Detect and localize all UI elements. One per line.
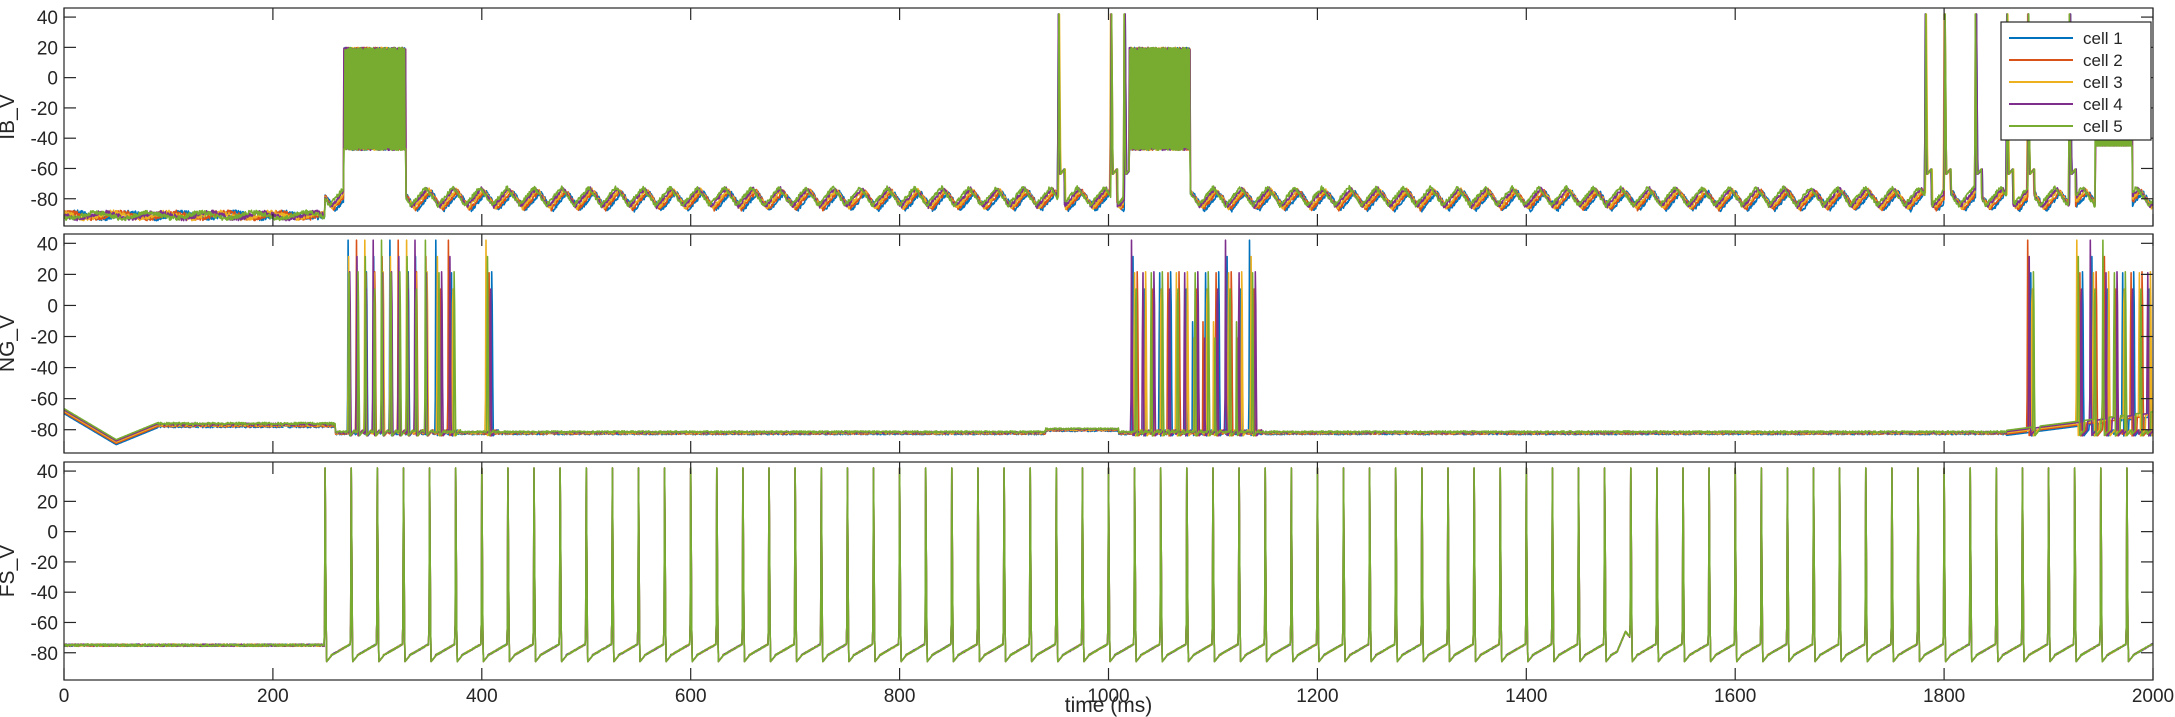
legend-label: cell 4: [2083, 95, 2123, 114]
series-line-cell-5: [64, 13, 2153, 222]
legend: cell 1 cell 2 cell 3 cell 4 cell 5: [2000, 21, 2152, 141]
y-tick-label: -80: [31, 421, 58, 442]
y-tick-label: 40: [37, 462, 58, 483]
x-tick-label: 0: [59, 686, 70, 707]
y-tick-label: -20: [31, 328, 58, 349]
series-group: [64, 239, 2153, 446]
series-line-cell-1: [64, 13, 2153, 222]
y-tick-label: 40: [37, 234, 58, 255]
x-tick-label: 2000: [2132, 686, 2174, 707]
panel-2: -80 -60 -40 -20 0 20 40 NG_V: [0, 233, 2154, 454]
y-axis-label: IB_V: [0, 94, 19, 140]
legend-label: cell 2: [2083, 51, 2123, 70]
x-tick-label: 400: [466, 686, 498, 707]
y-tick-label: 20: [37, 38, 58, 59]
x-tick-label: 800: [884, 686, 916, 707]
y-tick-label: -80: [31, 644, 58, 665]
y-tick-label: 0: [47, 523, 58, 544]
series-line-cell-5: [64, 239, 2153, 441]
y-tick-label: -40: [31, 583, 58, 604]
y-tick-label: 0: [47, 296, 58, 317]
y-tick-label: -60: [31, 613, 58, 634]
y-tick-label: -60: [31, 159, 58, 180]
legend-label: cell 3: [2083, 73, 2123, 92]
y-tick-label: 20: [37, 265, 58, 286]
panel-1: -80 -60 -40 -20 0 20 40 IB_V: [0, 7, 2154, 227]
x-tick-label: 1800: [1923, 686, 1965, 707]
x-tick-label: 200: [257, 686, 289, 707]
y-tick-label: 40: [37, 8, 58, 29]
legend-label: cell 5: [2083, 117, 2123, 136]
y-tick-label: 20: [37, 492, 58, 513]
legend-label: cell 1: [2083, 29, 2123, 48]
x-axis-label: time (ms): [1065, 694, 1153, 717]
y-tick-label: -80: [31, 190, 58, 211]
series-group: [64, 13, 2153, 222]
x-tick-label: 600: [675, 686, 707, 707]
series-line-cell-5: [64, 467, 2153, 663]
y-tick-label: -40: [31, 359, 58, 380]
y-axis-label: FS_V: [0, 545, 19, 598]
x-tick-label: 1200: [1296, 686, 1338, 707]
y-tick-label: 0: [47, 69, 58, 90]
y-tick-label: -40: [31, 129, 58, 150]
x-tick-label: 1000: [1087, 686, 1129, 707]
y-axis-label: NG_V: [0, 315, 19, 372]
x-tick-label: 1400: [1505, 686, 1547, 707]
y-tick-label: -20: [31, 553, 58, 574]
series-group: [64, 467, 2153, 663]
x-tick-label: 1600: [1714, 686, 1756, 707]
y-tick-label: -20: [31, 99, 58, 120]
plot-area: [64, 234, 2153, 453]
y-tick-label: -60: [31, 390, 58, 411]
